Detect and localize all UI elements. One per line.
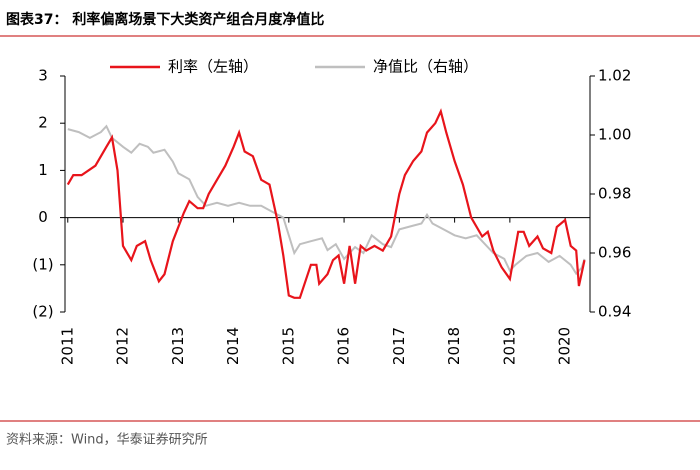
x-tick-label: 2015 — [279, 327, 297, 365]
legend-label: 净值比（右轴） — [373, 58, 478, 76]
source: 资料来源：Wind，华泰证券研究所 — [6, 432, 208, 448]
y-tick-label: 2 — [38, 114, 48, 132]
y-tick-label: (2) — [32, 303, 53, 321]
x-tick-label: 2020 — [556, 327, 574, 365]
x-tick-label: 2013 — [169, 327, 187, 365]
y2-tick-label: 1.00 — [598, 126, 631, 144]
series-line — [66, 108, 586, 299]
x-tick-label: 2014 — [224, 327, 242, 365]
y2-tick-label: 0.98 — [598, 185, 631, 203]
x-tick-label: 2011 — [58, 327, 76, 365]
chart-title: 图表37： 利率偏离场景下大类资产组合月度净值比 — [6, 11, 324, 28]
y2-tick-label: 0.96 — [598, 244, 631, 262]
x-tick-label: 2019 — [500, 327, 518, 365]
series-line — [67, 124, 586, 276]
y2-tick-label: 1.02 — [598, 67, 631, 85]
legend-label: 利率（左轴） — [168, 58, 258, 76]
x-tick-label: 2017 — [390, 327, 408, 365]
y-tick-label: 0 — [38, 208, 48, 226]
y-tick-label: 3 — [38, 67, 48, 85]
x-tick-label: 2018 — [445, 327, 463, 365]
y-tick-label: (1) — [32, 255, 53, 273]
y-tick-label: 1 — [38, 161, 48, 179]
y2-tick-label: 0.94 — [598, 303, 631, 321]
x-tick-label: 2016 — [335, 327, 353, 365]
x-tick-label: 2012 — [114, 327, 132, 365]
